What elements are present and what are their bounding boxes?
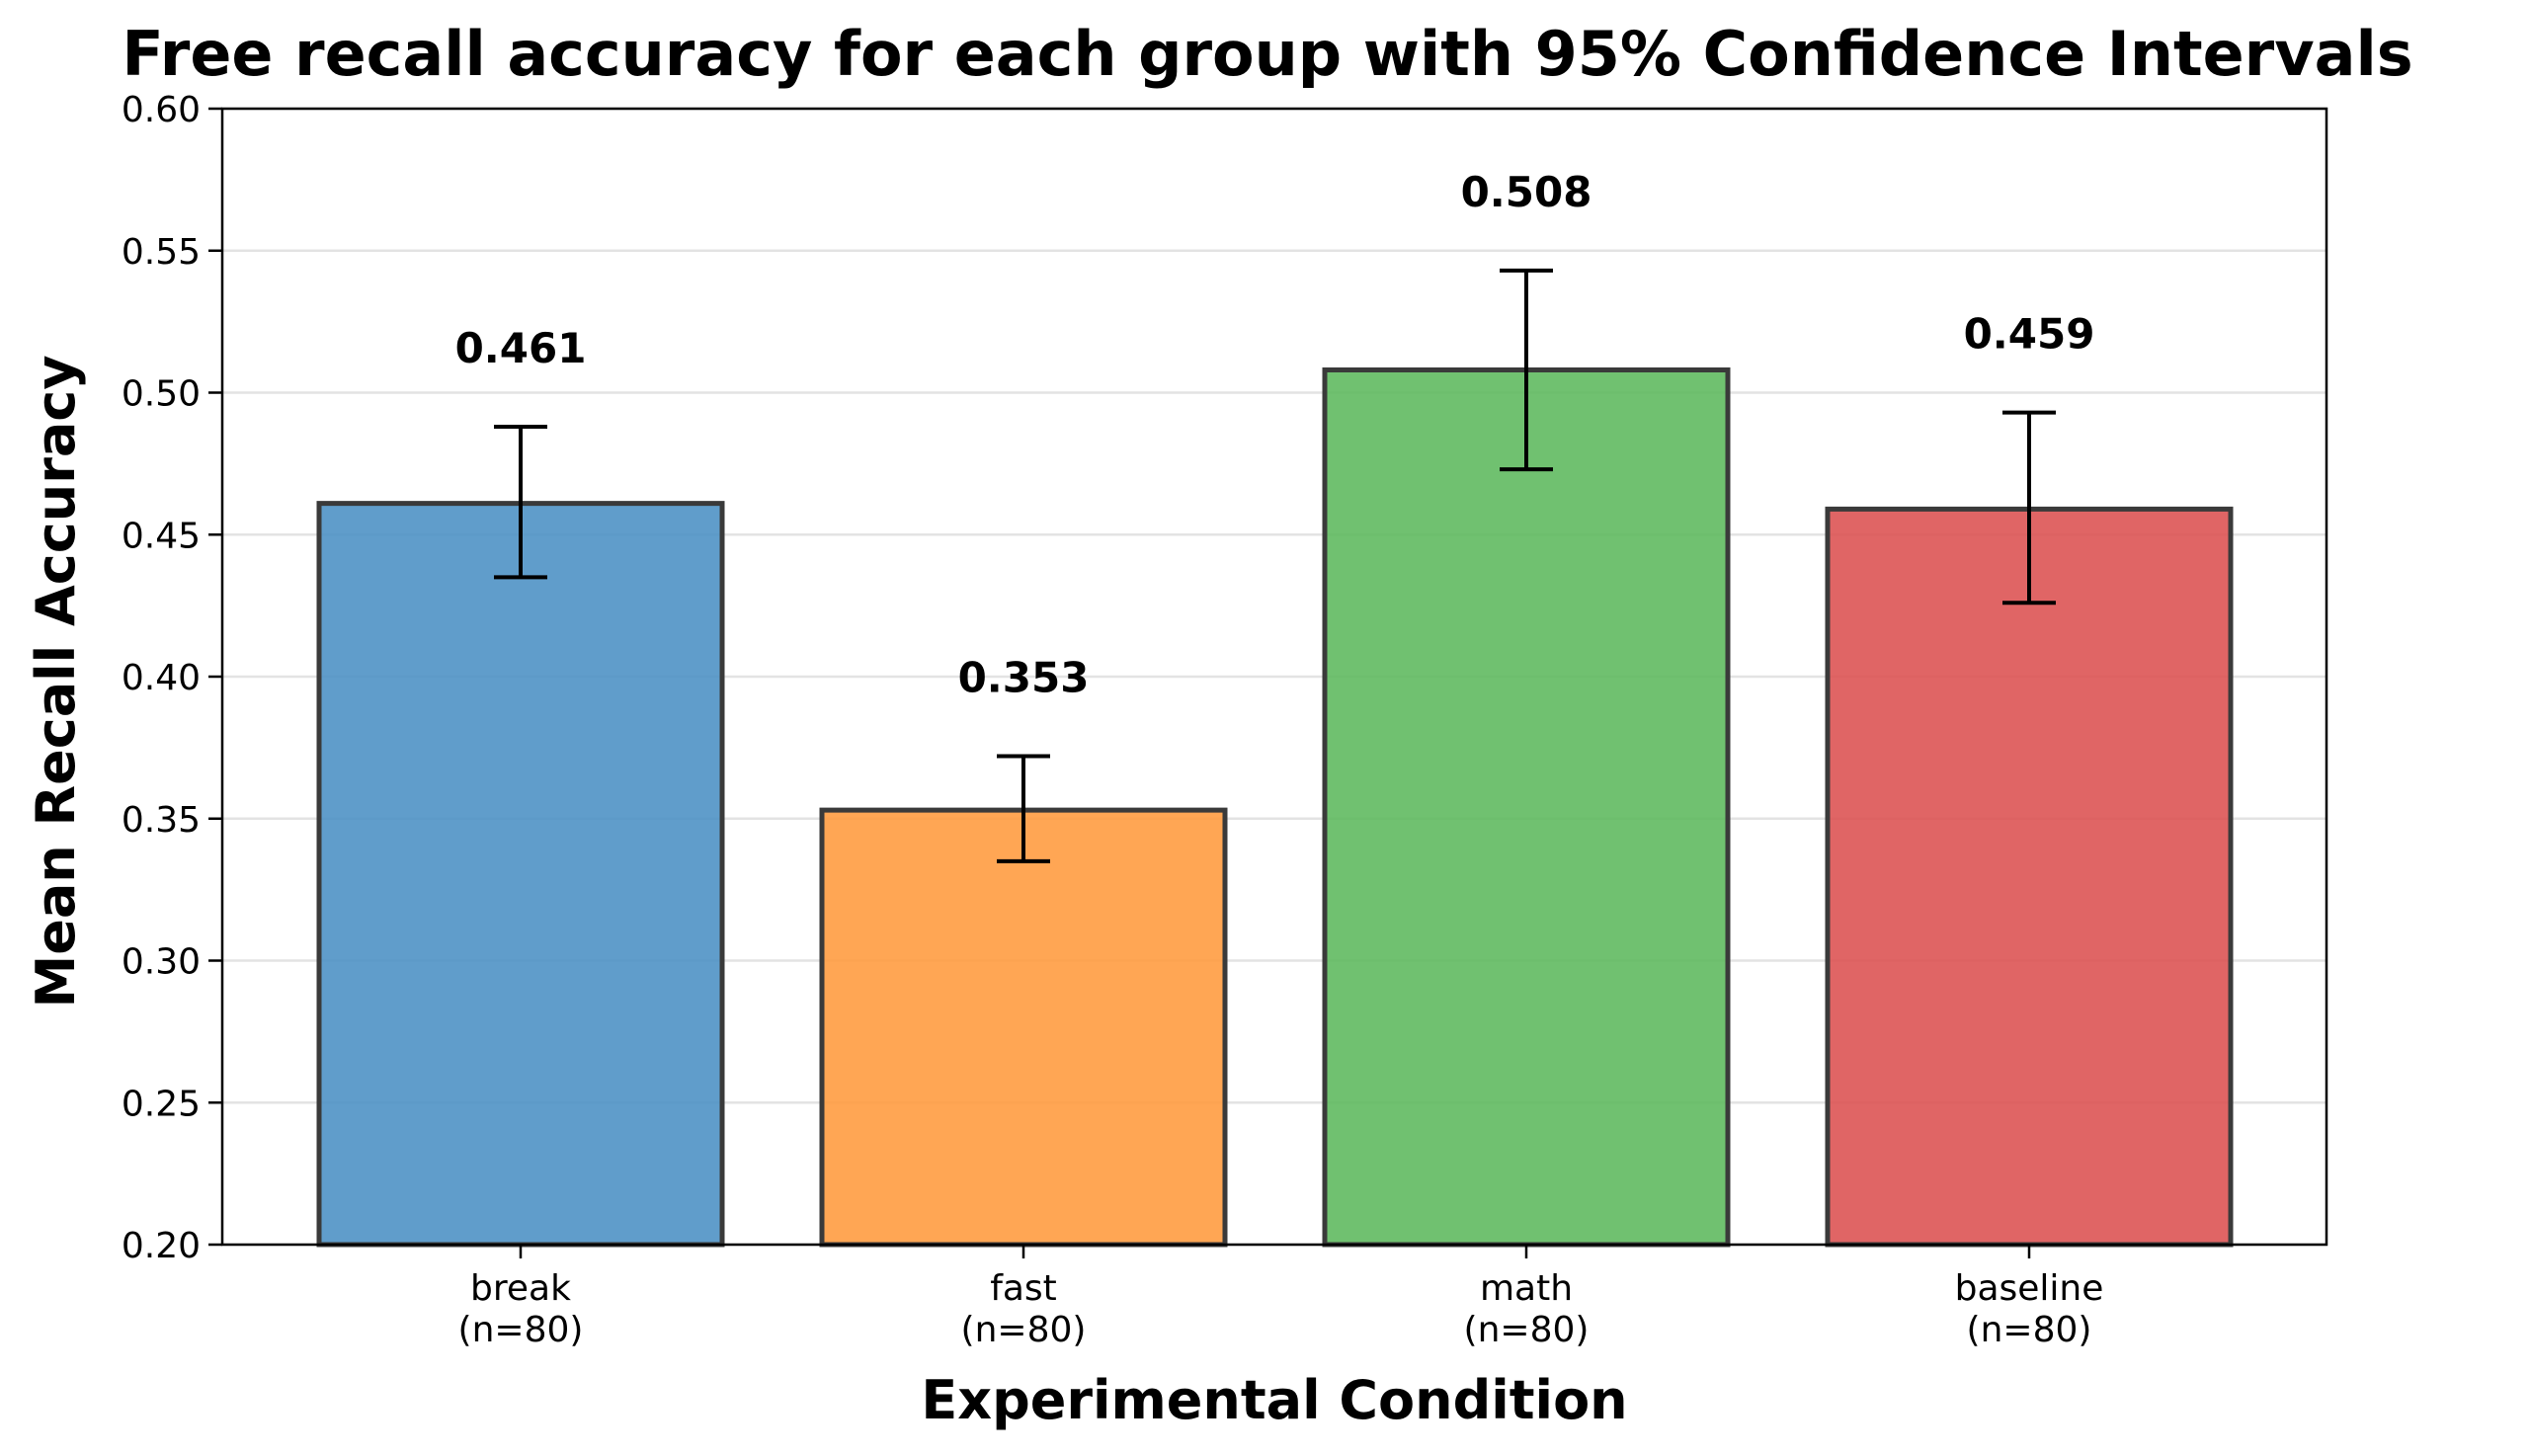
x-tick-count-label: (n=80): [1967, 1310, 2092, 1350]
y-tick-label: 0.45: [122, 516, 201, 556]
value-labels: 0.461 0.353 0.508 0.459: [455, 168, 2095, 702]
y-tick-label: 0.35: [122, 800, 201, 841]
x-tick-label: fast: [990, 1268, 1057, 1309]
y-tick-label: 0.60: [122, 90, 201, 130]
value-label: 0.508: [1461, 168, 1592, 216]
bar-break: [316, 501, 725, 1248]
x-axis-label: Experimental Condition: [921, 1369, 1627, 1431]
x-tick-label: baseline: [1955, 1268, 2104, 1309]
bar-fast: [819, 807, 1228, 1248]
y-tick-label: 0.50: [122, 374, 201, 415]
value-label: 0.459: [1964, 310, 2095, 359]
y-tick-label: 0.40: [122, 658, 201, 698]
bar-math: [1322, 367, 1731, 1248]
x-tick-count-label: (n=80): [458, 1310, 584, 1350]
y-tick-label: 0.20: [122, 1226, 201, 1266]
y-tick-label: 0.25: [122, 1084, 201, 1124]
x-tick-count-label: (n=80): [961, 1310, 1087, 1350]
x-tick-label: math: [1480, 1268, 1573, 1309]
x-axis-ticks: break(n=80)fast(n=80)math(n=80)baseline(…: [458, 1245, 2104, 1350]
bar-baseline: [1825, 506, 2234, 1248]
bars: [316, 367, 2234, 1248]
x-tick-count-label: (n=80): [1464, 1310, 1590, 1350]
value-label: 0.353: [958, 654, 1090, 702]
chart-title: Free recall accuracy for each group with…: [122, 18, 2412, 90]
y-axis-ticks: 0.20 0.25 0.30 0.35 0.40 0.45 0.50 0.55 0.60: [122, 90, 222, 1266]
x-tick-label: break: [470, 1268, 571, 1309]
y-tick-label: 0.55: [122, 232, 201, 273]
error-bars: [494, 268, 2056, 863]
y-axis-label: Mean Recall Accuracy: [25, 355, 87, 1008]
value-label: 0.461: [455, 324, 587, 372]
y-tick-label: 0.30: [122, 942, 201, 983]
